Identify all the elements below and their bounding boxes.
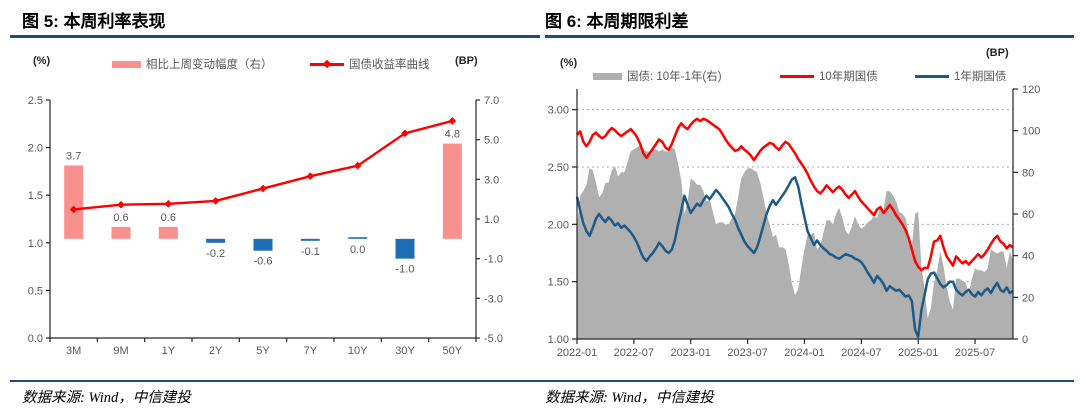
svg-text:2.00: 2.00 (548, 219, 569, 231)
svg-text:5.0: 5.0 (484, 135, 499, 147)
figure6-title: 图 6: 本周期限利差 (545, 12, 689, 31)
svg-text:-1.0: -1.0 (484, 254, 503, 266)
svg-text:-5.0: -5.0 (484, 333, 503, 345)
svg-text:2022-01: 2022-01 (557, 347, 597, 359)
svg-text:2023-01: 2023-01 (671, 347, 711, 359)
svg-text:0.5: 0.5 (28, 285, 43, 297)
figure6-legend-item-1y: 1年期国债 (915, 69, 1006, 83)
svg-text:0.0: 0.0 (28, 333, 43, 345)
svg-text:10Y: 10Y (348, 345, 368, 357)
svg-text:4.8: 4.8 (445, 129, 460, 141)
svg-text:-3.0: -3.0 (484, 293, 503, 305)
svg-text:7.0: 7.0 (484, 95, 499, 107)
svg-text:1.50: 1.50 (548, 277, 569, 289)
svg-text:2025-07: 2025-07 (955, 347, 995, 359)
svg-text:60: 60 (1022, 209, 1034, 221)
legend-label: 相比上周变动幅度（右） (146, 59, 273, 71)
svg-text:3M: 3M (66, 345, 81, 357)
svg-text:0.0: 0.0 (350, 244, 365, 256)
rate-performance-chart: 3.7 0.6 0.6 -0.2 -0.6 -0.1 0.0 -1.0 4.8 0.0 0.5 1.0… (28, 95, 503, 357)
svg-text:1.5: 1.5 (28, 190, 43, 202)
svg-text:1.0: 1.0 (28, 238, 43, 250)
figure5-title-underline (10, 35, 540, 38)
figure6-legend-item-spread: 国债: 10年-1年(右) (593, 69, 722, 83)
figure5-right-axis-unit: (BP) (455, 55, 478, 67)
figure6-title-underline (545, 35, 1074, 38)
svg-text:5Y: 5Y (256, 345, 270, 357)
svg-text:3.7: 3.7 (66, 150, 81, 162)
figure5-legend-item-yield-curve: 国债收益率曲线 (310, 57, 430, 71)
figure5-title: 图 5: 本周利率表现 (22, 12, 166, 31)
legend-label: 国债收益率曲线 (349, 59, 430, 71)
svg-text:1.00: 1.00 (548, 334, 569, 346)
svg-text:-0.1: -0.1 (301, 246, 320, 258)
svg-text:2.50: 2.50 (548, 162, 569, 174)
figure5-source: 数据来源: Wind，中信建投 (22, 390, 191, 406)
svg-text:2023-07: 2023-07 (727, 347, 767, 359)
svg-text:120: 120 (1022, 84, 1040, 96)
svg-text:40: 40 (1022, 251, 1034, 263)
term-spread-chart: 1.00 1.50 2.00 2.50 3.00 0 20 40 60 80 100 120 2022-… (548, 84, 1041, 359)
svg-text:2.0: 2.0 (28, 143, 43, 155)
figure5-legend-item-change: 相比上周变动幅度（右） (112, 57, 273, 71)
svg-text:-0.6: -0.6 (254, 256, 273, 268)
svg-text:20: 20 (1022, 292, 1034, 304)
footer-divider (10, 380, 1074, 382)
svg-text:30Y: 30Y (395, 345, 415, 357)
svg-text:0.6: 0.6 (113, 212, 128, 224)
svg-text:0.6: 0.6 (161, 212, 176, 224)
svg-text:2025-01: 2025-01 (898, 347, 938, 359)
svg-text:-1.0: -1.0 (396, 264, 415, 276)
bar-swatch-icon (112, 60, 141, 68)
figure6-source: 数据来源: Wind，中信建投 (545, 390, 714, 406)
figure6-right-axis-unit: (BP) (986, 47, 1009, 59)
svg-text:-0.2: -0.2 (206, 248, 225, 260)
svg-text:80: 80 (1022, 167, 1034, 179)
svg-text:2022-07: 2022-07 (614, 347, 654, 359)
figure6-left-axis-unit: (%) (560, 57, 578, 69)
svg-text:0: 0 (1022, 334, 1028, 346)
legend-label: 1年期国债 (954, 71, 1007, 83)
svg-text:3.00: 3.00 (548, 105, 569, 117)
svg-text:100: 100 (1022, 126, 1040, 138)
figure6-legend-item-10y: 10年期国债 (780, 69, 878, 83)
svg-text:3.0: 3.0 (484, 174, 499, 186)
svg-text:9M: 9M (113, 345, 128, 357)
svg-text:1Y: 1Y (162, 345, 176, 357)
area-swatch-icon (593, 72, 622, 80)
svg-text:2.5: 2.5 (28, 95, 43, 107)
svg-text:50Y: 50Y (443, 345, 463, 357)
line-swatch-icon (780, 74, 814, 78)
svg-text:2Y: 2Y (209, 345, 223, 357)
figure5-left-axis-unit: (%) (33, 55, 51, 67)
legend-label: 国债: 10年-1年(右) (627, 71, 722, 83)
svg-text:1.0: 1.0 (484, 214, 499, 226)
svg-text:2024-07: 2024-07 (841, 347, 881, 359)
line-marker-swatch-icon (310, 59, 344, 69)
svg-text:7Y: 7Y (304, 345, 318, 357)
legend-label: 10年期国债 (819, 71, 878, 83)
line-swatch-icon (915, 74, 949, 78)
svg-text:2024-01: 2024-01 (784, 347, 824, 359)
